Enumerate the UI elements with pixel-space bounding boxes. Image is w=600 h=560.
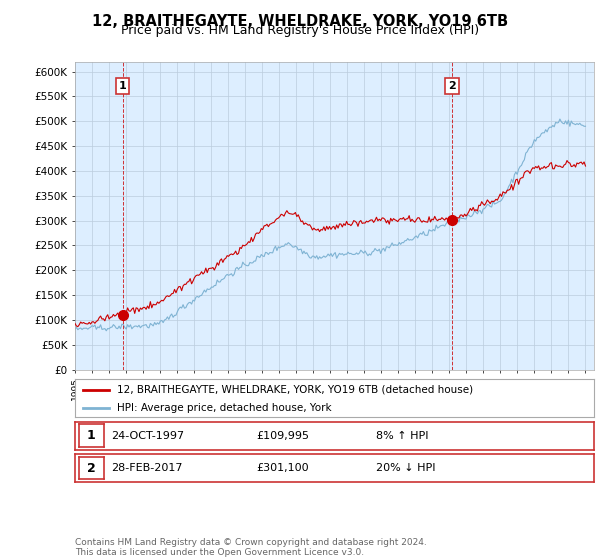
Text: Price paid vs. HM Land Registry's House Price Index (HPI): Price paid vs. HM Land Registry's House … — [121, 24, 479, 37]
Text: 1: 1 — [119, 81, 127, 91]
Text: 2: 2 — [448, 81, 456, 91]
Text: Contains HM Land Registry data © Crown copyright and database right 2024.
This d: Contains HM Land Registry data © Crown c… — [75, 538, 427, 557]
Text: 1: 1 — [87, 429, 95, 442]
Text: 12, BRAITHEGAYTE, WHELDRAKE, YORK, YO19 6TB (detached house): 12, BRAITHEGAYTE, WHELDRAKE, YORK, YO19 … — [116, 385, 473, 395]
Text: 28-FEB-2017: 28-FEB-2017 — [112, 463, 183, 473]
Text: 24-OCT-1997: 24-OCT-1997 — [112, 431, 184, 441]
Text: 2: 2 — [87, 461, 95, 475]
Text: £301,100: £301,100 — [257, 463, 309, 473]
Text: 20% ↓ HPI: 20% ↓ HPI — [376, 463, 436, 473]
Text: £109,995: £109,995 — [257, 431, 310, 441]
Text: 12, BRAITHEGAYTE, WHELDRAKE, YORK, YO19 6TB: 12, BRAITHEGAYTE, WHELDRAKE, YORK, YO19 … — [92, 14, 508, 29]
Text: 8% ↑ HPI: 8% ↑ HPI — [376, 431, 428, 441]
Text: HPI: Average price, detached house, York: HPI: Average price, detached house, York — [116, 403, 331, 413]
